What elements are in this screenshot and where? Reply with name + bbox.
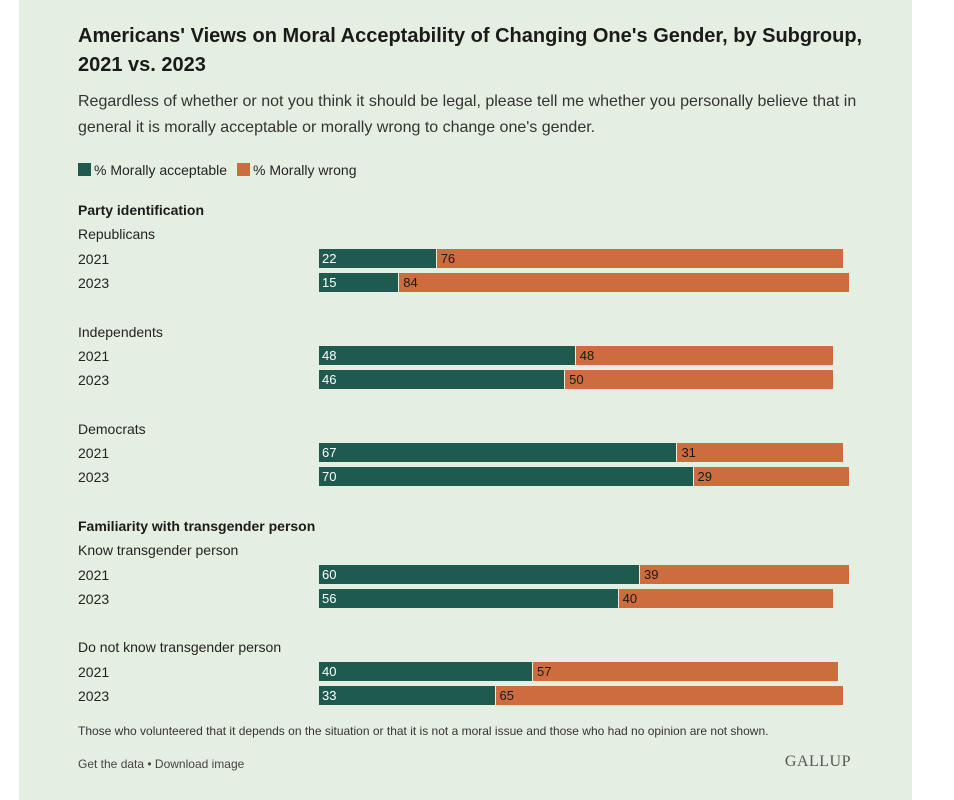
link-separator: • (144, 757, 155, 771)
group-label: Do not know transgender person (78, 639, 282, 656)
bar-acceptable: 22 (319, 248, 436, 268)
value-acceptable: 60 (322, 566, 337, 582)
legend-swatch-wrong (237, 163, 250, 176)
bar-wrong: 29 (693, 467, 849, 487)
group-label: Independents (78, 323, 163, 340)
year-label: 2023 (78, 274, 110, 291)
year-label: 2023 (78, 372, 110, 389)
year-label: 2023 (78, 469, 110, 486)
value-acceptable: 40 (322, 663, 337, 679)
value-wrong: 50 (569, 372, 584, 388)
section-heading: Party identification (78, 202, 205, 218)
chart-panel: Americans' Views on Moral Acceptability … (19, 0, 912, 800)
footnote: Those who volunteered that it depends on… (78, 724, 769, 738)
year-label: 2021 (78, 566, 110, 583)
gallup-logo: GALLUP (784, 753, 851, 770)
value-wrong: 31 (681, 445, 696, 460)
group-label: Democrats (78, 420, 146, 437)
value-acceptable: 33 (322, 688, 337, 703)
bar-wrong: 48 (575, 345, 833, 365)
value-wrong: 29 (697, 469, 712, 485)
bar-acceptable: 67 (319, 443, 677, 462)
bar-acceptable: 33 (319, 686, 495, 705)
bar-wrong: 31 (677, 443, 844, 462)
value-acceptable: 67 (322, 445, 337, 460)
year-label: 2023 (78, 688, 110, 704)
chart-title: Americans' Views on Moral Acceptability … (78, 25, 863, 76)
legend-label-wrong: % Morally wrong (253, 162, 357, 178)
bar-wrong: 57 (533, 661, 838, 681)
value-acceptable: 22 (322, 250, 337, 266)
value-acceptable: 46 (322, 372, 337, 388)
bar-wrong: 84 (399, 272, 849, 292)
value-wrong: 76 (440, 250, 456, 266)
value-acceptable: 70 (322, 469, 337, 485)
group-label: Know transgender person (78, 542, 239, 559)
bar-wrong: 39 (640, 564, 849, 584)
get-data-link[interactable]: Get the data (78, 757, 145, 771)
year-label: 2021 (78, 445, 110, 461)
bar-wrong: 50 (565, 370, 833, 390)
group-label: Republicans (78, 226, 156, 243)
value-wrong: 39 (644, 566, 659, 582)
year-label: 2021 (78, 250, 110, 267)
section-heading: Familiarity with transgender person (78, 517, 316, 534)
download-image-link[interactable]: Download image (154, 757, 245, 771)
value-acceptable: 15 (322, 274, 337, 290)
value-acceptable: 56 (322, 590, 337, 606)
legend-label-acceptable: % Morally acceptable (94, 162, 228, 178)
value-wrong: 40 (622, 590, 638, 606)
bar-acceptable: 56 (319, 588, 618, 608)
bar-acceptable: 15 (319, 272, 399, 292)
bar-wrong: 40 (618, 588, 833, 608)
year-label: 2021 (78, 663, 110, 680)
stacked-bar-chart: Party identification Republicans 2021 22 76 2… (78, 0, 908, 720)
value-wrong: 65 (499, 688, 515, 703)
bar-wrong: 76 (436, 248, 844, 268)
value-wrong: 84 (403, 274, 418, 290)
year-label: 2023 (78, 590, 110, 607)
value-acceptable: 48 (322, 347, 337, 363)
bar-acceptable: 70 (319, 467, 693, 487)
bar-wrong: 65 (495, 686, 844, 705)
value-wrong: 57 (537, 663, 552, 679)
bar-acceptable: 48 (319, 345, 575, 365)
bar-acceptable: 60 (319, 564, 639, 584)
legend-swatch-acceptable (78, 163, 91, 176)
value-wrong: 48 (579, 347, 595, 363)
bar-acceptable: 40 (319, 661, 532, 681)
year-label: 2021 (78, 347, 110, 364)
chart-subtitle: Regardless of whether or not you think i… (78, 93, 857, 136)
footer-links: Get the data • Download image (78, 757, 244, 771)
bar-acceptable: 46 (319, 370, 565, 390)
